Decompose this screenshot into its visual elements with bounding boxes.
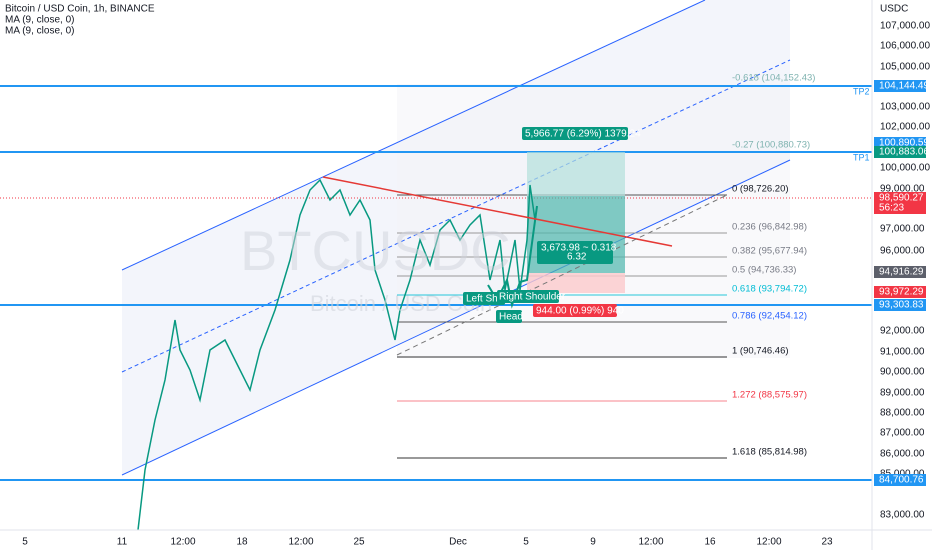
fib-label: 0 (98,726.20) [732,184,789,195]
price-tag-bg [874,286,926,298]
fib-label: 0.5 (94,736.33) [732,265,796,276]
ratio-label: 3,673.98 ~ 0.318 [541,243,617,254]
price-tag: 100,883.06 [879,147,929,158]
tp-label: TP2 [853,86,870,96]
price-tag: 84,700.76 [879,475,924,486]
profit-label-bg [522,127,628,140]
price-label: 99,000.00 [880,184,925,195]
price-label: 106,000.00 [880,41,930,52]
price-tag-bg [874,474,926,486]
price-label: 83,000.00 [880,510,925,521]
price-label: 102,000.00 [880,122,930,133]
price-tag-bg [874,202,926,214]
pattern-label: Head [499,312,523,323]
fib-label: 1 (90,746.46) [732,346,789,357]
watermark-name: Bitcoin / USD Coin [310,291,492,316]
ratio-bg [537,241,613,264]
trend-dashed [396,194,728,356]
ratio-value: 6.32 [567,252,587,263]
profit-zone [527,152,625,196]
price-label: 88,000.00 [880,408,925,419]
time-label: 5 [22,537,28,548]
price-tag: 104,144.49 [879,81,929,92]
price-label: 89,000.00 [880,388,925,399]
fib-lines [397,194,727,459]
time-label: 25 [353,537,365,548]
indicator: MA (9, close, 0) [5,15,74,26]
loss-label: 944.00 (0.99%) 940 [536,306,624,317]
neckline [322,176,673,247]
price-path [137,178,536,531]
fib-label: 1.272 (88,575.97) [732,390,807,401]
watermark-ticker: BTCUSDC [240,219,511,282]
price-tag-bg [874,80,926,92]
price-tag: 93,972.29 [879,287,924,298]
price-label: 87,000.00 [880,428,925,439]
channel-mid [121,59,791,373]
loss-zone [527,273,625,293]
pattern-label: Left Shoulder [466,294,526,305]
price-tag: 98,590.27 [879,193,924,204]
time-label: 18 [236,537,248,548]
price-label: 105,000.00 [880,62,930,73]
price-label: 96,000.00 [880,246,925,257]
time-label: 12:00 [170,537,195,548]
pattern-label-bg [496,310,522,323]
price-tag: 94,916.29 [879,267,924,278]
profit-label: 5,966.77 (6.29%) 1379.24 [525,129,641,140]
price-tag-bg [874,299,926,311]
price-tag: 93,303.83 [879,300,924,311]
pattern-label-bg [497,290,559,303]
price-tag-bg [874,192,926,204]
price-label: 97,000.00 [880,224,925,235]
fib-label: 0.236 (96,842.98) [732,222,807,233]
currency: USDC [880,4,908,15]
price-label: 91,000.00 [880,347,925,358]
fib-label: 1.618 (85,814.98) [732,447,807,458]
time-label: Dec [449,537,467,548]
price-label: 100,000.00 [880,163,930,174]
price-tag-bg [874,146,926,158]
time-label: 23 [821,537,833,548]
fib-label: -0.27 (100,880.73) [732,140,810,151]
pattern-clip: Left Shoulder [466,294,526,305]
pattern-label-bg [463,292,505,305]
fib-label: 0.382 (95,677.94) [732,246,807,257]
loss-label-bg [533,304,617,317]
price-label: 92,000.00 [880,326,925,337]
pattern-label: Right Shoulder [499,292,566,303]
fib-label: 0.786 (92,454.12) [732,311,807,322]
price-tag: 100,890.59 [879,138,929,149]
price-label: 103,000.00 [880,102,930,113]
time-label: 12:00 [638,537,663,548]
channel-upper [121,0,706,271]
fib-label: 0.618 (93,794.72) [732,284,807,295]
symbol-title: Bitcoin / USD Coin, 1h, BINANCE [5,4,155,15]
time-label: 16 [704,537,716,548]
price-tag-bg [874,266,926,278]
channel-lower [121,159,791,476]
fib-label: -0.618 (104,152.43) [732,73,815,84]
time-label: 12:00 [288,537,313,548]
tp-label: TP1 [853,152,870,162]
indicator: MA (9, close, 0) [5,26,74,37]
price-label: 107,000.00 [880,21,930,32]
time-label: 9 [590,537,596,548]
time-label: 11 [117,537,128,548]
time-label: 5 [523,537,529,548]
price-label: 86,000.00 [880,449,925,460]
price-tag: 56:23 [879,203,904,214]
price-label: 90,000.00 [880,367,925,378]
time-label: 12:00 [756,537,781,548]
